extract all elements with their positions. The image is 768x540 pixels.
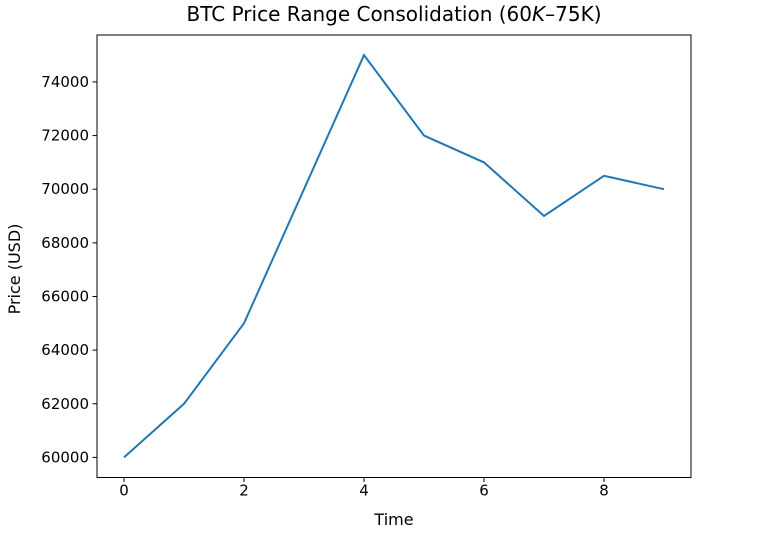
x-tick-label: 0: [119, 482, 129, 500]
y-tick-label: 74000: [41, 73, 89, 91]
plot-border: [96, 34, 692, 478]
x-tick-label: 6: [479, 482, 489, 500]
x-axis-ticks: [123, 477, 605, 482]
price-line: [123, 53, 665, 459]
y-axis-tick-labels: 60000 62000 64000 66000 68000 70000 72000 74000: [41, 73, 89, 466]
y-tick-label: 62000: [41, 395, 89, 413]
x-axis-label: Time: [373, 510, 413, 529]
x-tick-label: 2: [239, 482, 249, 500]
x-tick-label: 8: [599, 482, 609, 500]
y-tick-label: 60000: [41, 448, 89, 466]
y-axis-label: Price (USD): [5, 224, 24, 315]
chart-title: BTC Price Range Consolidation (60K–75K): [187, 2, 602, 26]
y-tick-label: 70000: [41, 180, 89, 198]
y-tick-label: 68000: [41, 234, 89, 252]
x-axis-tick-labels: 0 2 4 6 8: [119, 482, 609, 500]
y-tick-label: 64000: [41, 341, 89, 359]
y-tick-label: 66000: [41, 287, 89, 305]
y-tick-label: 72000: [41, 127, 89, 145]
y-axis-ticks: [92, 81, 97, 458]
x-tick-label: 4: [359, 482, 369, 500]
